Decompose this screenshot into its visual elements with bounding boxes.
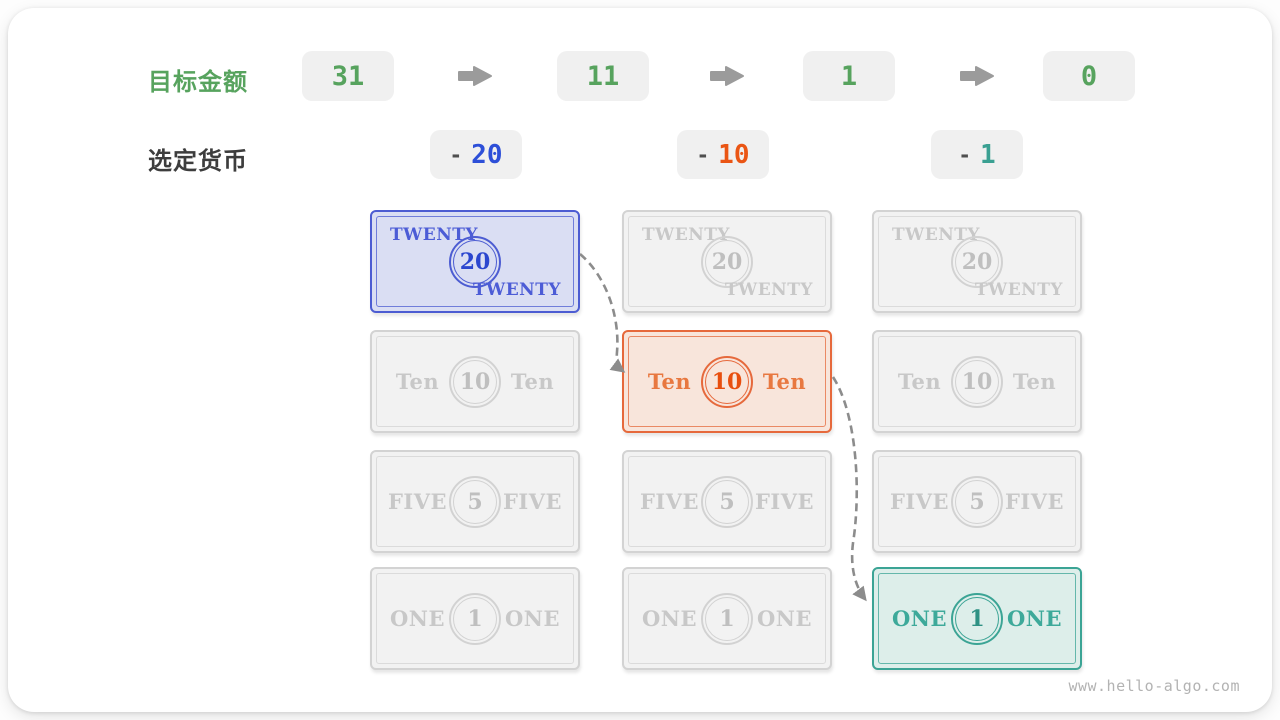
banknote-word: TWENTY xyxy=(724,280,813,300)
right-arrow-icon xyxy=(458,66,492,86)
banknote-10: Ten 10 Ten xyxy=(872,330,1082,433)
banknote-word: TWENTY xyxy=(642,225,731,245)
banknote-seal: 20 xyxy=(951,235,1003,288)
banknote-seal: 10 xyxy=(701,355,753,408)
banknote-1-selected: ONE 1 ONE xyxy=(872,567,1082,670)
selected-coin-1: - 1 xyxy=(931,130,1023,179)
selected-coin-10: - 10 xyxy=(677,130,769,179)
banknote-value: 5 xyxy=(969,488,985,515)
banknote-word: FIVE xyxy=(889,489,950,514)
minus-sign: - xyxy=(958,142,971,167)
banknote-word: Ten xyxy=(647,369,692,394)
banknote-10: Ten 10 Ten xyxy=(370,330,580,433)
banknote-word: ONE xyxy=(642,606,697,631)
banknote-10-selected: Ten 10 Ten xyxy=(622,330,832,433)
banknote-word: FIVE xyxy=(1004,489,1065,514)
banknote-value: 5 xyxy=(467,488,483,515)
banknote-word: Ten xyxy=(897,369,942,394)
banknote-word: ONE xyxy=(757,606,812,631)
banknote-seal: 20 xyxy=(449,235,501,288)
banknote-1: ONE 1 ONE xyxy=(622,567,832,670)
banknote-value: 20 xyxy=(961,248,993,275)
coin-value: 10 xyxy=(718,139,750,170)
banknote-value: 1 xyxy=(467,605,483,632)
minus-sign: - xyxy=(449,142,463,167)
site-watermark: www.hello-algo.com xyxy=(1068,677,1240,695)
banknote-seal: 1 xyxy=(701,592,753,645)
banknote-seal: 20 xyxy=(701,235,753,288)
coin-value: 1 xyxy=(980,139,996,170)
banknote-value: 1 xyxy=(719,605,735,632)
right-arrow-icon xyxy=(710,66,744,86)
minus-sign: - xyxy=(696,142,710,167)
banknote-value: 10 xyxy=(961,368,993,395)
banknote-20-selected: TWENTY 20 TWENTY xyxy=(370,210,580,313)
banknote-word: TWENTY xyxy=(472,280,561,300)
banknote-5: FIVE 5 FIVE xyxy=(872,450,1082,553)
banknote-word: FIVE xyxy=(502,489,563,514)
banknote-5: FIVE 5 FIVE xyxy=(622,450,832,553)
banknote-word: ONE xyxy=(505,606,560,631)
banknote-value: 20 xyxy=(459,248,491,275)
selected-coin-20: - 20 xyxy=(430,130,522,179)
banknote-word: TWENTY xyxy=(390,225,479,245)
banknote-20: TWENTY 20 TWENTY xyxy=(872,210,1082,313)
banknote-value: 10 xyxy=(711,368,743,395)
banknote-word: FIVE xyxy=(754,489,815,514)
right-arrow-icon xyxy=(960,66,994,86)
banknote-word: TWENTY xyxy=(974,280,1063,300)
target-amount-0: 0 xyxy=(1043,51,1135,101)
banknote-value: 1 xyxy=(969,605,985,632)
banknote-seal: 10 xyxy=(951,355,1003,408)
banknote-seal: 1 xyxy=(951,592,1003,645)
banknote-seal: 1 xyxy=(449,592,501,645)
target-amount-1: 1 xyxy=(803,51,895,101)
banknote-seal: 5 xyxy=(449,475,501,528)
banknote-seal: 10 xyxy=(449,355,501,408)
banknote-value: 5 xyxy=(719,488,735,515)
banknote-word: ONE xyxy=(892,606,947,631)
banknote-word: FIVE xyxy=(387,489,448,514)
banknote-value: 20 xyxy=(711,248,743,275)
banknote-1: ONE 1 ONE xyxy=(370,567,580,670)
banknote-word: ONE xyxy=(390,606,445,631)
banknote-word: Ten xyxy=(1012,369,1057,394)
coin-value: 20 xyxy=(471,139,503,170)
selected-currency-label: 选定货币 xyxy=(148,148,248,175)
banknote-word: Ten xyxy=(762,369,807,394)
banknote-seal: 5 xyxy=(701,475,753,528)
banknote-seal: 5 xyxy=(951,475,1003,528)
banknote-word: ONE xyxy=(1007,606,1062,631)
banknote-word: Ten xyxy=(395,369,440,394)
banknote-word: TWENTY xyxy=(892,225,981,245)
banknote-5: FIVE 5 FIVE xyxy=(370,450,580,553)
target-amount-label: 目标金额 xyxy=(148,69,248,96)
target-amount-31: 31 xyxy=(302,51,394,101)
banknote-value: 10 xyxy=(459,368,491,395)
target-amount-11: 11 xyxy=(557,51,649,101)
banknote-word: Ten xyxy=(510,369,555,394)
banknote-word: FIVE xyxy=(639,489,700,514)
banknote-20: TWENTY 20 TWENTY xyxy=(622,210,832,313)
